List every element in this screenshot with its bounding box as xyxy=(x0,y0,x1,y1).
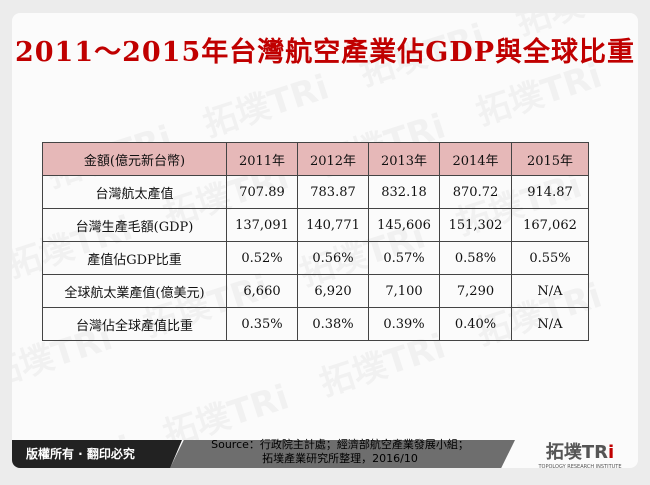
source-line: 拓墣產業研究所整理，2016/10 xyxy=(262,452,418,465)
table-header-row: 金額(億元新台幣) 2011年 2012年 2013年 2014年 2015年 xyxy=(42,142,589,176)
row-label: 台灣生產毛額(GDP) xyxy=(42,208,227,242)
header-cell: 2015年 xyxy=(511,142,589,176)
cell: 0.40% xyxy=(439,307,512,341)
cell: 151,302 xyxy=(439,208,512,242)
header-cell: 2013年 xyxy=(368,142,440,176)
cell: N/A xyxy=(511,274,589,308)
copyright-notice: 版權所有 · 翻印必究 xyxy=(12,440,182,468)
cell: 140,771 xyxy=(297,208,369,242)
row-label: 台灣佔全球產值比重 xyxy=(42,307,227,341)
cell: 0.56% xyxy=(297,241,369,275)
cell: 0.35% xyxy=(226,307,298,341)
cell: 0.58% xyxy=(439,241,512,275)
slide-title: 2011～2015年台灣航空產業佔GDP與全球比重 xyxy=(14,37,636,68)
table-row: 台灣航太產值 707.89 783.87 832.18 870.72 914.8… xyxy=(42,175,589,209)
cell: 167,062 xyxy=(511,208,589,242)
table-row: 台灣佔全球產值比重 0.35% 0.38% 0.39% 0.40% N/A xyxy=(42,307,589,341)
cell: 0.39% xyxy=(368,307,440,341)
row-label: 全球航太業產值(億美元) xyxy=(42,274,227,308)
source-band xyxy=(170,440,515,468)
data-table: 金額(億元新台幣) 2011年 2012年 2013年 2014年 2015年 … xyxy=(42,142,589,341)
cell: 137,091 xyxy=(226,208,298,242)
cell: 707.89 xyxy=(226,175,298,209)
cell: 783.87 xyxy=(297,175,369,209)
logo-accent: i xyxy=(607,442,615,463)
tri-logo: 拓墣TRi TOPOLOGY RESEARCH INSTITUTE xyxy=(530,438,630,470)
source-line: Source：行政院主計處；經濟部航空產業發展小組； xyxy=(211,438,469,451)
header-cell: 金額(億元新台幣) xyxy=(42,142,227,176)
cell: 145,606 xyxy=(368,208,440,242)
cell: 6,920 xyxy=(297,274,369,308)
cell: 7,290 xyxy=(439,274,512,308)
cell: 914.87 xyxy=(511,175,589,209)
cell: 870.72 xyxy=(439,175,512,209)
table-row: 產值佔GDP比重 0.52% 0.56% 0.57% 0.58% 0.55% xyxy=(42,241,589,275)
header-cell: 2011年 xyxy=(226,142,298,176)
table-row: 台灣生產毛額(GDP) 137,091 140,771 145,606 151,… xyxy=(42,208,589,242)
source-note: Source：行政院主計處；經濟部航空產業發展小組； 拓墣產業研究所整理，201… xyxy=(180,438,500,466)
cell: 0.52% xyxy=(226,241,298,275)
logo-text: 拓墣TR xyxy=(545,442,608,463)
header-cell: 2012年 xyxy=(297,142,369,176)
header-cell: 2014年 xyxy=(439,142,512,176)
cell: 6,660 xyxy=(226,274,298,308)
cell: 0.55% xyxy=(511,241,589,275)
row-label: 產值佔GDP比重 xyxy=(42,241,227,275)
table-row: 全球航太業產值(億美元) 6,660 6,920 7,100 7,290 N/A xyxy=(42,274,589,308)
cell: 832.18 xyxy=(368,175,440,209)
row-label: 台灣航太產值 xyxy=(42,175,227,209)
logo-subtitle: TOPOLOGY RESEARCH INSTITUTE xyxy=(538,464,622,470)
cell: N/A xyxy=(511,307,589,341)
cell: 7,100 xyxy=(368,274,440,308)
cell: 0.57% xyxy=(368,241,440,275)
cell: 0.38% xyxy=(297,307,369,341)
